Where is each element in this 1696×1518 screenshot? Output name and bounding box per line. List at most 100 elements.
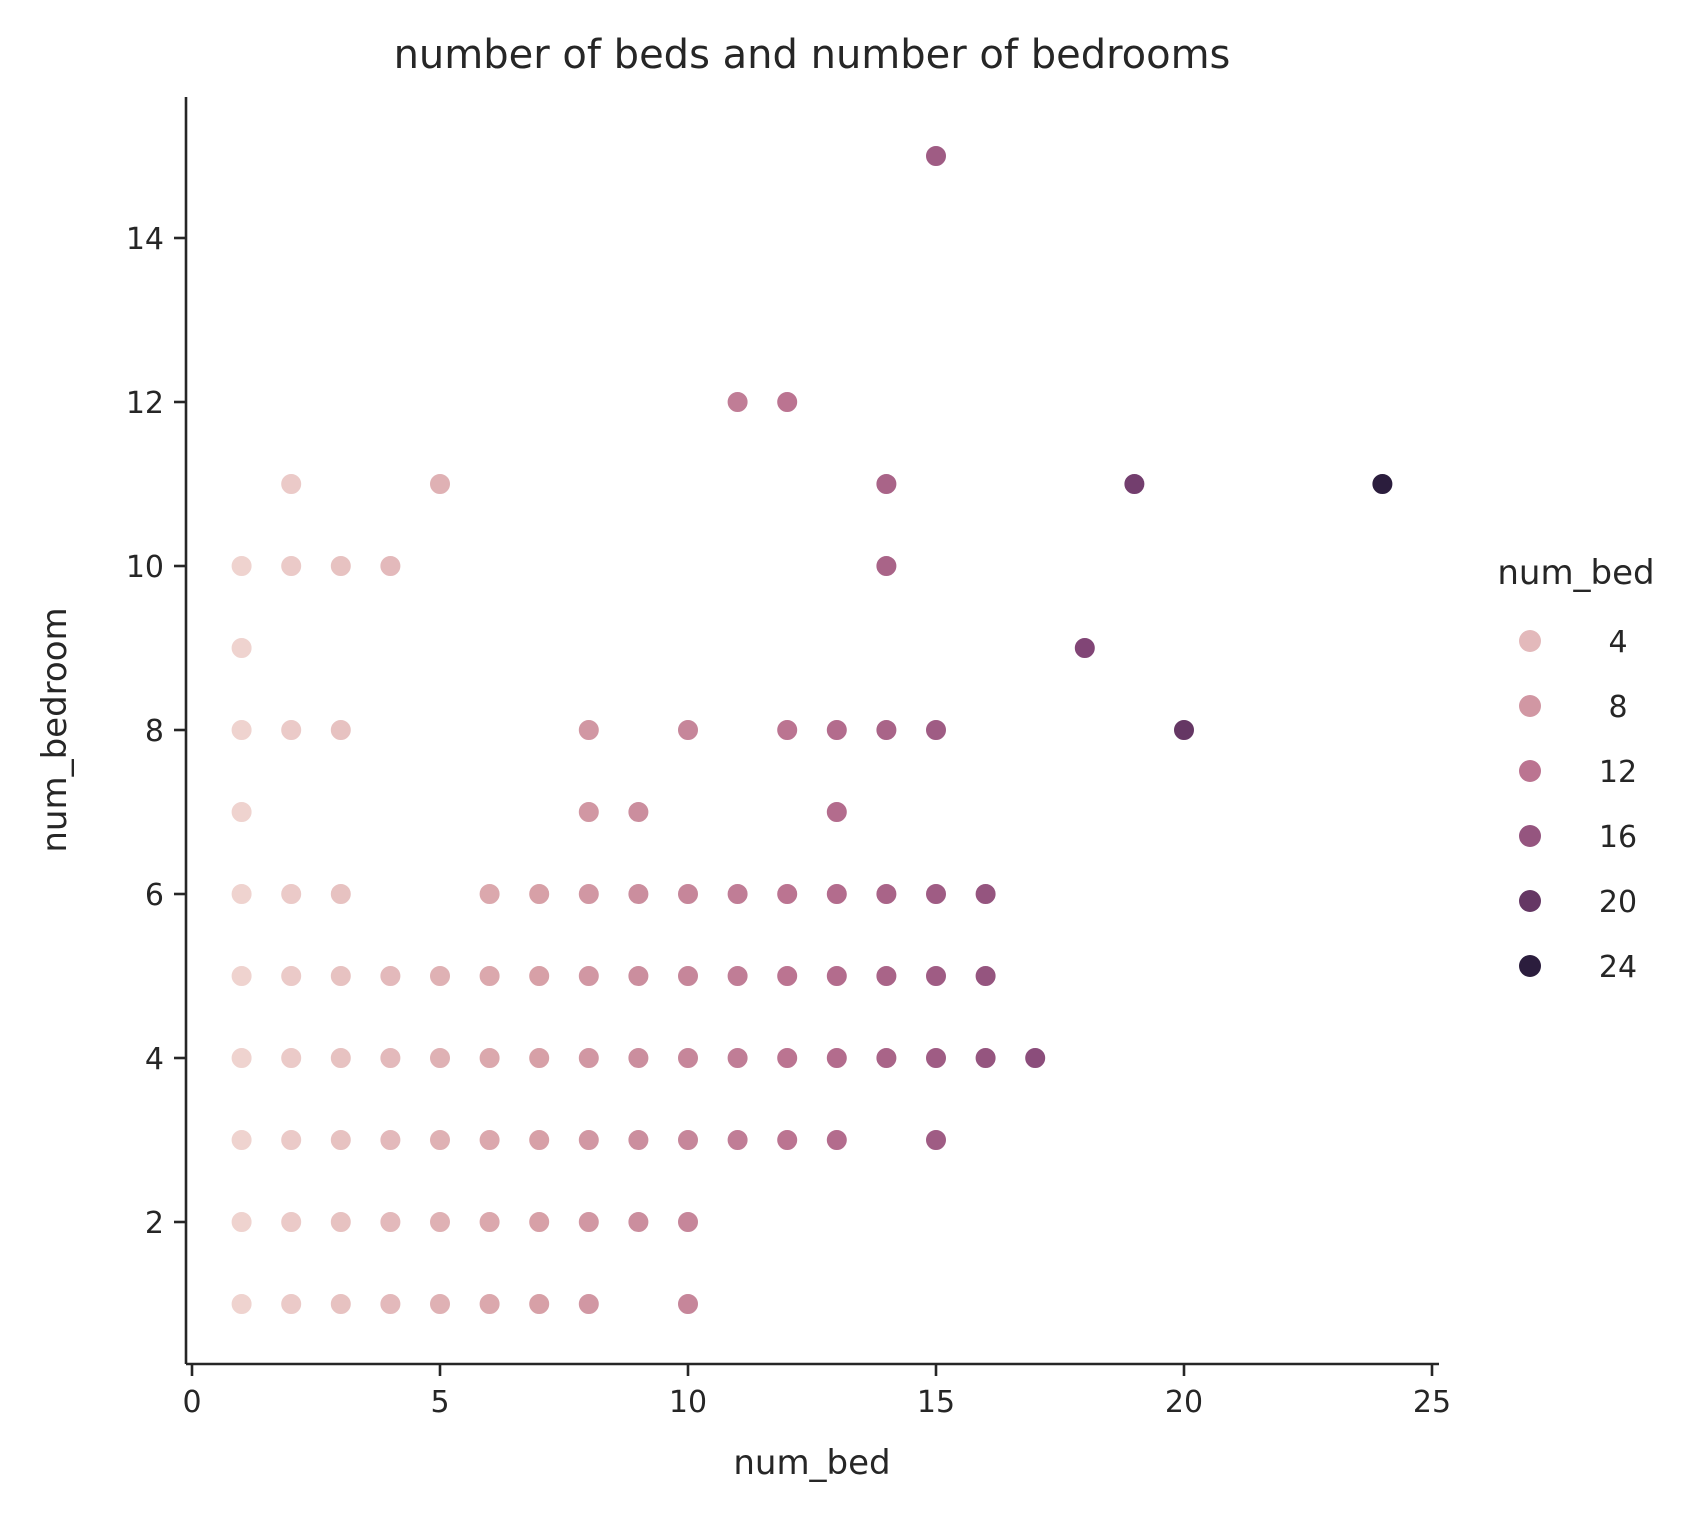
data-point — [776, 391, 799, 413]
legend-label: 8 — [1608, 690, 1627, 725]
data-point — [925, 965, 947, 987]
data-point — [627, 801, 650, 823]
y-tick-label: 6 — [145, 878, 164, 913]
legend-marker — [1519, 890, 1541, 912]
data-point — [726, 391, 749, 413]
data-point — [776, 1129, 799, 1151]
data-point — [925, 883, 947, 905]
data-point — [478, 1293, 501, 1315]
data-point — [875, 473, 898, 495]
data-point — [825, 1047, 848, 1069]
data-point — [528, 1047, 551, 1069]
data-point — [429, 1129, 451, 1151]
data-point — [577, 1293, 600, 1315]
data-point — [677, 1293, 699, 1315]
data-point — [677, 1047, 699, 1069]
data-point — [329, 883, 352, 905]
x-tick-label: 5 — [430, 1385, 449, 1420]
legend-label: 12 — [1599, 755, 1637, 790]
legend-label: 24 — [1599, 950, 1637, 985]
chart-title: number of beds and number of bedrooms — [394, 32, 1231, 78]
x-tick-label: 0 — [182, 1385, 201, 1420]
data-point — [329, 1293, 352, 1315]
legend-marker — [1519, 825, 1541, 847]
x-tick-label: 25 — [1413, 1385, 1451, 1420]
data-point — [627, 1047, 650, 1069]
data-point — [577, 1129, 600, 1151]
data-point — [825, 1129, 848, 1151]
data-point — [429, 1047, 451, 1069]
data-point — [1073, 637, 1096, 659]
data-point — [280, 883, 303, 905]
data-point — [677, 965, 699, 987]
legend-title: num_bed — [1497, 553, 1654, 593]
data-point — [329, 1047, 352, 1069]
data-point — [925, 1129, 947, 1151]
data-point — [875, 719, 898, 741]
data-point — [230, 801, 253, 823]
data-point — [528, 1293, 551, 1315]
data-point — [379, 1129, 402, 1151]
data-point — [875, 883, 898, 905]
data-point — [329, 1129, 352, 1151]
x-axis-label: num_bed — [733, 1443, 890, 1483]
x-tick-label: 10 — [669, 1385, 707, 1420]
y-ticks: 2 4 6 8 10 12 14 — [126, 222, 186, 1241]
data-point — [925, 1047, 947, 1069]
data-point — [280, 1211, 303, 1233]
data-point — [1024, 1047, 1047, 1069]
data-point — [776, 965, 799, 987]
data-point — [627, 965, 650, 987]
y-axis-label: num_bedroom — [35, 607, 75, 852]
plot-area — [230, 145, 1394, 1315]
y-tick-label: 8 — [145, 714, 164, 749]
y-tick-label: 10 — [126, 550, 164, 585]
data-point — [528, 965, 551, 987]
data-point — [577, 965, 600, 987]
data-point — [280, 473, 303, 495]
legend-marker — [1519, 760, 1541, 782]
data-point — [280, 1129, 303, 1151]
data-point — [577, 1047, 600, 1069]
data-point — [329, 555, 352, 577]
data-point — [429, 1211, 451, 1233]
data-point — [429, 1293, 451, 1315]
data-point — [230, 555, 253, 577]
data-point — [379, 1047, 402, 1069]
data-point — [230, 1211, 253, 1233]
data-point — [429, 965, 451, 987]
data-point — [925, 719, 947, 741]
data-point — [429, 473, 451, 495]
y-tick-label: 2 — [145, 1206, 164, 1241]
data-point — [230, 1047, 253, 1069]
data-point — [379, 965, 402, 987]
legend-marker — [1519, 695, 1541, 717]
data-point — [329, 719, 352, 741]
data-point — [875, 555, 898, 577]
x-tick-label: 20 — [1165, 1385, 1203, 1420]
data-point — [726, 965, 749, 987]
data-point — [677, 719, 699, 741]
data-point — [280, 1293, 303, 1315]
data-point — [1173, 719, 1195, 741]
data-point — [825, 801, 848, 823]
y-tick-label: 14 — [126, 222, 164, 257]
data-point — [230, 965, 253, 987]
data-point — [478, 883, 501, 905]
data-point — [329, 965, 352, 987]
y-tick-label: 12 — [126, 386, 164, 421]
data-point — [825, 719, 848, 741]
data-point — [280, 965, 303, 987]
data-point — [1371, 473, 1394, 495]
data-point — [1123, 473, 1146, 495]
data-point — [925, 145, 947, 167]
data-point — [726, 883, 749, 905]
data-point — [528, 1129, 551, 1151]
data-point — [329, 1211, 352, 1233]
data-point — [627, 883, 650, 905]
y-tick-label: 4 — [145, 1042, 164, 1077]
data-point — [280, 1047, 303, 1069]
legend-label: 16 — [1599, 820, 1637, 855]
data-point — [825, 883, 848, 905]
